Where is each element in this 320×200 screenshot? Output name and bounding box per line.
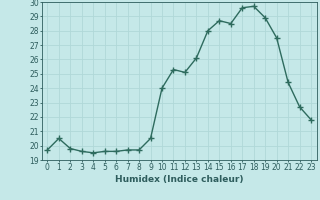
X-axis label: Humidex (Indice chaleur): Humidex (Indice chaleur) [115,175,244,184]
